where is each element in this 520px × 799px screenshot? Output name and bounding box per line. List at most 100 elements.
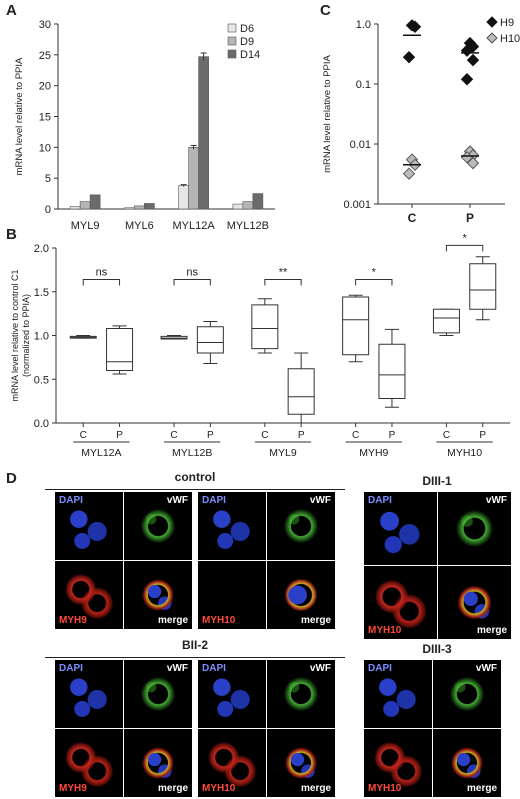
group-rule-control [45,489,345,490]
x-category-label: MYL12B [227,220,269,232]
channel-label: MYH10 [202,615,236,626]
y-tick-label: 25 [39,50,51,62]
control-myh10-dapi-image: DAPI [198,492,266,560]
group-title-diii1: DIII-1 [422,474,452,488]
control-myh10-merge-image: merge [267,561,335,629]
group-title-control: control [174,470,216,484]
channel-label: vWF [166,663,188,674]
box [287,368,315,415]
bar [144,203,155,210]
significance-label: * [372,267,377,279]
panel-b-box-chart: 0.0 0.5 1.0 1.5 2.0 mRNA level relative to co… [10,232,510,459]
bii2-myh9-merge-image: merge [124,729,192,797]
channel-label: DAPI [202,663,226,674]
y-tick-label: 1.0 [356,19,371,31]
diii3-myh10-vwf-image: vWF [433,660,501,728]
channel-label: MYH10 [368,783,402,794]
bar [188,147,199,210]
bii2-myh10-dapi-image: DAPI [198,660,266,728]
significance-bracket [264,279,302,286]
y-tick-label: 0.5 [34,374,49,386]
diii1-myh10-vwf-image: vWF [438,492,511,565]
x-category-label: MYL12A [173,220,216,232]
diii1-myh10-myh10-image: MYH10 [364,566,437,639]
y-tick-label: 0 [45,204,51,216]
x-sub-label: C [443,430,450,441]
box [196,326,224,354]
control-myh9-dapi-image: DAPI [55,492,123,560]
x-sub-label: C [170,430,177,441]
bii2-myh10-vwf-image: vWF [267,660,335,728]
legend-label: H10 [500,33,520,45]
x-category-label: MYL9 [71,220,100,232]
x-group-label: MYL9 [269,447,297,459]
diii1-myh10-merge-image: merge [438,566,511,639]
significance-label: ** [279,267,288,279]
significance-label: ns [96,267,108,279]
box [342,296,370,356]
bar [69,206,81,210]
y-axis-label-line2: (normalized to PPIA) [21,294,31,377]
channel-label: merge [300,615,331,626]
channel-label: MYH10 [202,783,236,794]
x-sub-label: P [116,430,123,441]
channel-label: merge [466,783,497,794]
channel-label: vWF [309,663,331,674]
x-group-label: MYL12B [172,447,212,459]
channel-label: merge [157,615,188,626]
channel-label: MYH9 [59,783,87,794]
y-axis-label-line1: mRNA level relative to control C1 [10,269,20,401]
control-myh10-vwf-image: vWF [267,492,335,560]
channel-label: DAPI [59,495,83,506]
diii3-myh10-dapi-image: DAPI [364,660,432,728]
bar [79,201,91,210]
box [432,308,460,334]
x-group-label: MYL12A [81,447,121,459]
bii2-myh9-dapi-image: DAPI [55,660,123,728]
y-tick-label: 2.0 [34,243,49,255]
x-sub-label: P [207,430,214,441]
y-tick-label: 20 [39,81,51,93]
legend-label: D14 [240,49,260,61]
x-sub-label: C [352,430,359,441]
bar [89,194,101,210]
channel-label: MYH9 [59,615,87,626]
bar [232,203,244,210]
y-tick-label: 15 [39,112,51,124]
box [106,328,134,371]
panel-c-scatter-chart: 1.0 0.1 0.01 0.001 mRNA level relative to PP… [322,16,520,225]
channel-label: DAPI [202,495,226,506]
y-tick-label: 1.5 [34,287,49,299]
y-tick-label: 0.1 [356,79,371,91]
data-point [466,53,480,67]
legend-marker [486,32,498,44]
x-group-label: MYH10 [447,447,482,459]
channel-label: DAPI [59,663,83,674]
y-tick-label: 10 [39,142,51,154]
significance-bracket [355,279,393,286]
data-point [402,50,416,64]
bar [178,185,189,210]
y-axis-label: mRNA level relative to PPIA [14,57,25,175]
data-point [460,73,474,86]
bii2-myh10-myh10-image: MYH10 [198,729,266,797]
panel-b-letter: B [6,226,17,243]
y-tick-label: 5 [45,173,51,185]
diii1-myh10-dapi-image: DAPI [364,492,437,565]
bii2-myh9-myh9-image: MYH9 [55,729,123,797]
channel-label: vWF [166,495,188,506]
channel-label: merge [476,625,507,636]
data-point [466,156,480,170]
bar [198,56,209,210]
significance-bracket [445,244,484,252]
significance-label: ns [186,267,198,279]
significance-bracket [82,279,121,286]
channel-label: MYH10 [368,625,402,636]
box [251,304,279,350]
panel-a-bar-chart: 0 5 10 15 20 25 30 mRNA level relative to PPIA M… [14,19,275,232]
legend-swatch [227,36,237,46]
panel-a-letter: A [6,2,17,19]
group-title-diii3: DIII-3 [422,642,452,656]
significance-bracket [173,279,211,286]
channel-label: DAPI [368,495,392,506]
